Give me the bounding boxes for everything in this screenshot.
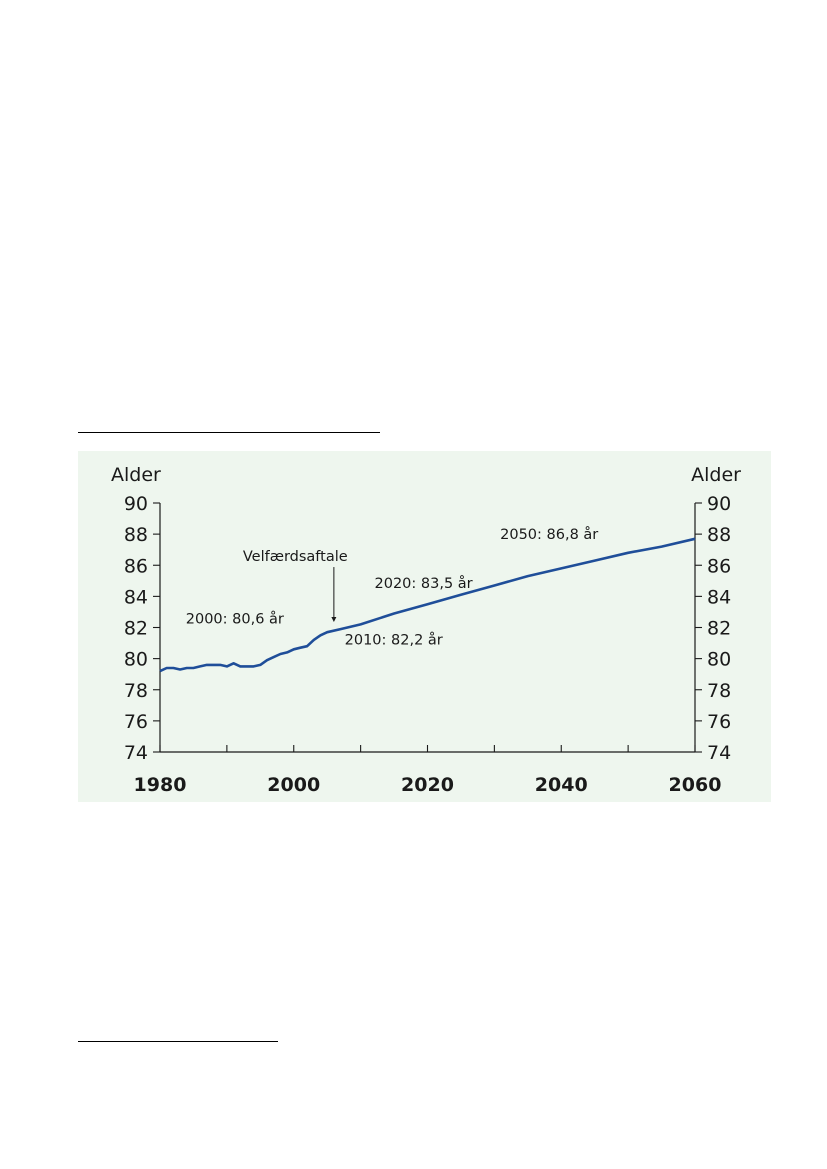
y-tick-label-right-82: 82 [707, 618, 731, 640]
y-tick-label-right-74: 74 [707, 742, 731, 764]
top-rule [78, 432, 380, 433]
y-tick-label-left-82: 82 [124, 618, 148, 640]
right-axis-title: Alder [691, 464, 741, 486]
y-tick-label-left-88: 88 [124, 524, 148, 546]
y-tick-label-left-90: 90 [124, 493, 148, 515]
x-tick-label-1980: 1980 [134, 774, 187, 796]
annotation-label-5: 2050: 86,8 år [500, 526, 598, 543]
annotation-label-1: Velfærdsaftale [243, 549, 348, 565]
y-tick-label-left-74: 74 [124, 742, 148, 764]
y-tick-label-right-84: 84 [707, 586, 731, 608]
y-tick-label-right-80: 80 [707, 649, 731, 671]
annotation-layer: Velfærdsaftale 2000: 80,6 år 2010: 82,2 år… [186, 526, 599, 649]
y-tick-label-left-84: 84 [124, 586, 148, 608]
y-tick-label-left-76: 76 [124, 711, 148, 733]
y-tick-label-left-80: 80 [124, 649, 148, 671]
y-tick-label-right-88: 88 [707, 524, 731, 546]
x-tick-label-2020: 2020 [401, 774, 454, 796]
left-axis-title: Alder [111, 464, 161, 486]
x-tick-label-2040: 2040 [535, 774, 588, 796]
annotation-arrow-head [331, 617, 337, 623]
y-tick-label-right-86: 86 [707, 555, 731, 577]
series-layer [159, 537, 696, 673]
y-tick-label-right-78: 78 [707, 680, 731, 702]
series-line-1 [159, 537, 696, 673]
life-expectancy-chart: 74 74 76 76 78 78 80 80 82 82 84 84 86 86 88 88 90 90 1980… [111, 464, 741, 796]
y-tick-label-left-86: 86 [124, 555, 148, 577]
y-tick-label-left-78: 78 [124, 680, 148, 702]
footnote-rule [78, 1041, 278, 1042]
axes-layer: 74 74 76 76 78 78 80 80 82 82 84 84 86 86 88 88 90 90 1980… [124, 493, 731, 796]
annotation-label-2: 2000: 80,6 år [186, 610, 284, 627]
annotation-label-3: 2010: 82,2 år [345, 631, 443, 648]
y-tick-label-right-76: 76 [707, 711, 731, 733]
y-tick-label-right-90: 90 [707, 493, 731, 515]
chart-panel: 74 74 76 76 78 78 80 80 82 82 84 84 86 86 88 88 90 90 1980… [78, 451, 771, 802]
x-tick-label-2060: 2060 [669, 774, 722, 796]
annotation-label-4: 2020: 83,5 år [375, 575, 473, 592]
x-tick-label-2000: 2000 [267, 774, 320, 796]
